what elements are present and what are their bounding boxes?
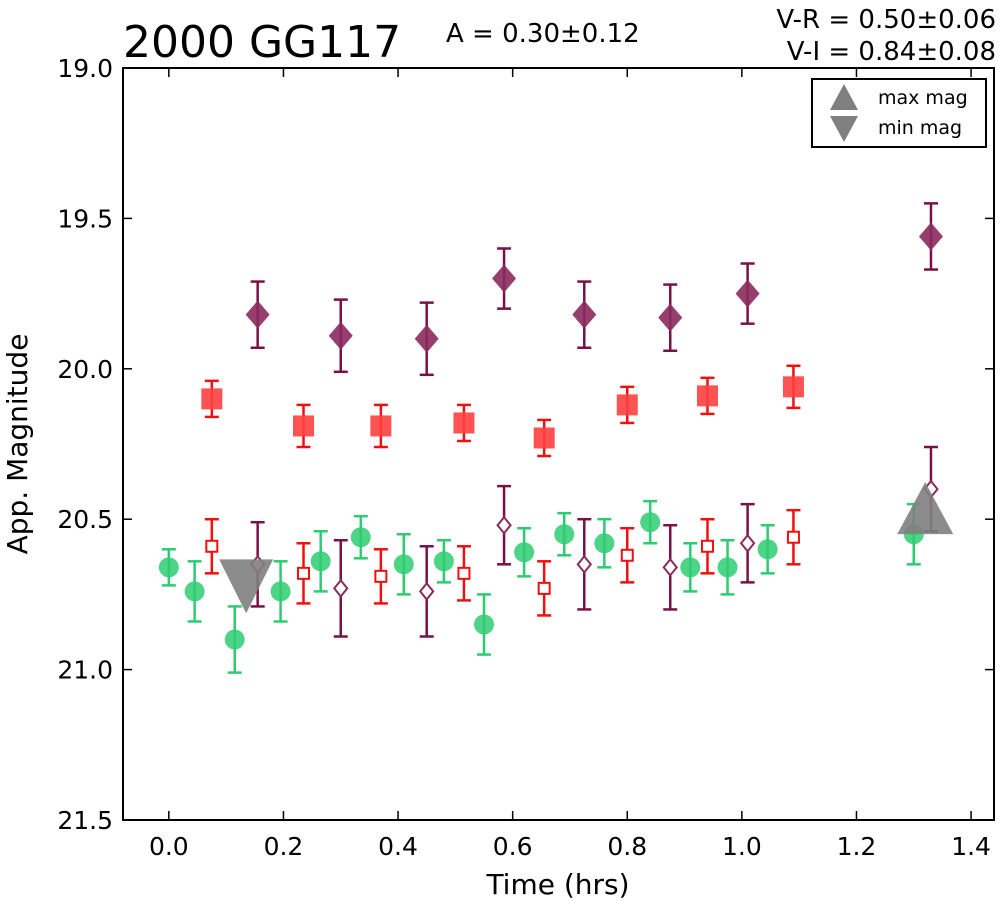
data-point-circle <box>393 554 414 575</box>
x-tick-label: 0.2 <box>264 832 304 861</box>
legend-min-label: min mag <box>878 117 962 139</box>
legend-max-label: max mag <box>878 87 968 109</box>
data-point-circle <box>184 581 205 602</box>
x-tick-label: 0.8 <box>607 832 647 861</box>
y-tick-label: 21.5 <box>57 806 113 835</box>
y-tick-label: 19.0 <box>57 54 113 83</box>
x-tick-label: 0.6 <box>493 832 533 861</box>
data-point-diamond <box>572 300 597 329</box>
amplitude-label: A = 0.30±0.12 <box>446 19 640 49</box>
data-point-diamond-open <box>496 515 512 535</box>
data-point-square <box>696 385 718 407</box>
data-point-circle <box>224 629 245 650</box>
plot-frame <box>122 67 995 821</box>
x-tick-label: 0.4 <box>378 832 418 861</box>
min-mag-marker <box>219 559 274 614</box>
color-index-vr: V-R = 0.50±0.06 <box>776 5 996 35</box>
data-point-square-open <box>620 548 634 562</box>
y-tick-label: 19.5 <box>57 204 113 233</box>
y-tick-label: 20.5 <box>57 505 113 534</box>
data-point-diamond <box>492 264 517 293</box>
data-point-circle <box>158 557 179 578</box>
data-point-square-open <box>700 539 714 553</box>
chart-title: 2000 GG117 <box>123 17 401 68</box>
data-point-square <box>453 412 475 434</box>
data-point-square-open <box>374 569 388 583</box>
data-point-circle <box>717 557 738 578</box>
data-point-square-open <box>457 566 471 580</box>
data-point-circle <box>594 533 615 554</box>
data-point-diamond-open <box>418 581 435 601</box>
data-point-diamond <box>245 300 270 329</box>
triangle-down-icon <box>830 116 858 142</box>
data-point-diamond <box>328 321 353 350</box>
data-point-circle <box>350 527 371 548</box>
x-tick-label: 1.0 <box>722 832 762 861</box>
data-point-diamond-open <box>332 578 349 598</box>
plot-layer <box>158 202 954 674</box>
data-point-circle <box>514 542 535 563</box>
data-point-circle <box>310 551 331 572</box>
data-point-square <box>201 388 223 410</box>
data-point-square <box>293 415 315 437</box>
max-mag-marker <box>897 482 954 535</box>
data-point-square-open <box>537 581 551 595</box>
data-point-square <box>533 427 555 449</box>
data-point-circle <box>757 539 778 560</box>
data-point-circle <box>554 524 575 545</box>
x-tick-label: 1.4 <box>951 832 991 861</box>
data-point-diamond <box>414 324 439 353</box>
data-point-circle <box>474 614 495 635</box>
data-point-diamond <box>918 222 943 251</box>
data-point-circle <box>680 557 701 578</box>
data-point-square <box>782 376 804 398</box>
data-point-square-open <box>205 539 219 553</box>
data-point-diamond-open <box>662 557 679 577</box>
data-point-circle <box>640 512 661 533</box>
data-point-diamond-open <box>739 533 756 553</box>
y-tick-label: 20.0 <box>57 355 113 384</box>
data-point-diamond <box>658 303 683 332</box>
x-tick-label: 1.2 <box>837 832 877 861</box>
triangle-up-icon <box>830 84 858 110</box>
data-point-square <box>370 415 392 437</box>
data-point-square-open <box>786 530 800 544</box>
legend: max mag min mag <box>811 78 987 148</box>
x-axis-label: Time (hrs) <box>485 868 629 901</box>
y-tick-label: 21.0 <box>57 656 113 685</box>
color-index-vi: V-I = 0.84±0.08 <box>787 37 996 67</box>
data-point-circle <box>433 551 454 572</box>
data-point-circle <box>270 581 291 602</box>
data-point-square <box>616 394 638 416</box>
data-point-diamond-open <box>576 554 593 574</box>
axis-layer: 0.0 0.2 0.4 0.6 0.8 1.0 1.2 1.4 19.0 19.5 20.0 20.5… <box>57 54 994 861</box>
data-point-square-open <box>297 566 311 580</box>
data-point-diamond <box>735 279 760 308</box>
x-tick-label: 0.0 <box>149 832 189 861</box>
y-axis-label: App. Magnitude <box>1 334 34 555</box>
